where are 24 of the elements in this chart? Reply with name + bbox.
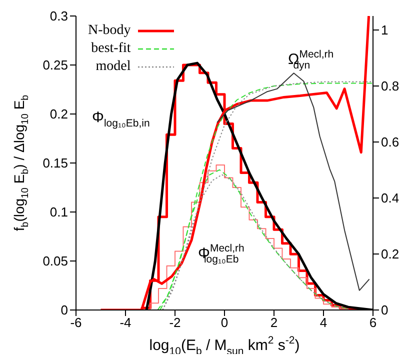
y2-tick-label: 0.2 — [381, 246, 400, 262]
y2-tick-label: 0.4 — [381, 190, 400, 206]
y-tick-label: 0.3 — [50, 8, 68, 24]
annotation: Φ$_{log₁₀Eb,in}$ — [92, 109, 150, 130]
x-tick-label: -4 — [120, 315, 132, 330]
y-tick-label: 0.05 — [42, 254, 68, 269]
x-tick-label: 4 — [320, 315, 328, 330]
y-tick-label: 0 — [60, 302, 68, 318]
legend-label: model — [96, 59, 131, 75]
y2-tick-label: 0.8 — [381, 78, 400, 94]
x-tick-label: -2 — [169, 315, 181, 330]
x-tick-label: 0 — [220, 315, 228, 330]
x-tick-label: -6 — [70, 315, 82, 330]
legend-label: best-fit — [91, 41, 131, 57]
y-tick-label: 0.15 — [42, 156, 68, 171]
x-tick-label: 6 — [369, 315, 377, 330]
y2-tick-label: 0 — [381, 302, 388, 318]
y-tick-label: 0.2 — [50, 106, 68, 122]
x-tick-label: 2 — [270, 315, 278, 330]
y-tick-label: 0.25 — [42, 58, 68, 73]
y-tick-label: 0.1 — [50, 204, 68, 220]
legend-label: N-body — [88, 23, 131, 39]
y2-tick-label: 1 — [381, 22, 388, 38]
y2-tick-label: 0.6 — [381, 134, 400, 150]
